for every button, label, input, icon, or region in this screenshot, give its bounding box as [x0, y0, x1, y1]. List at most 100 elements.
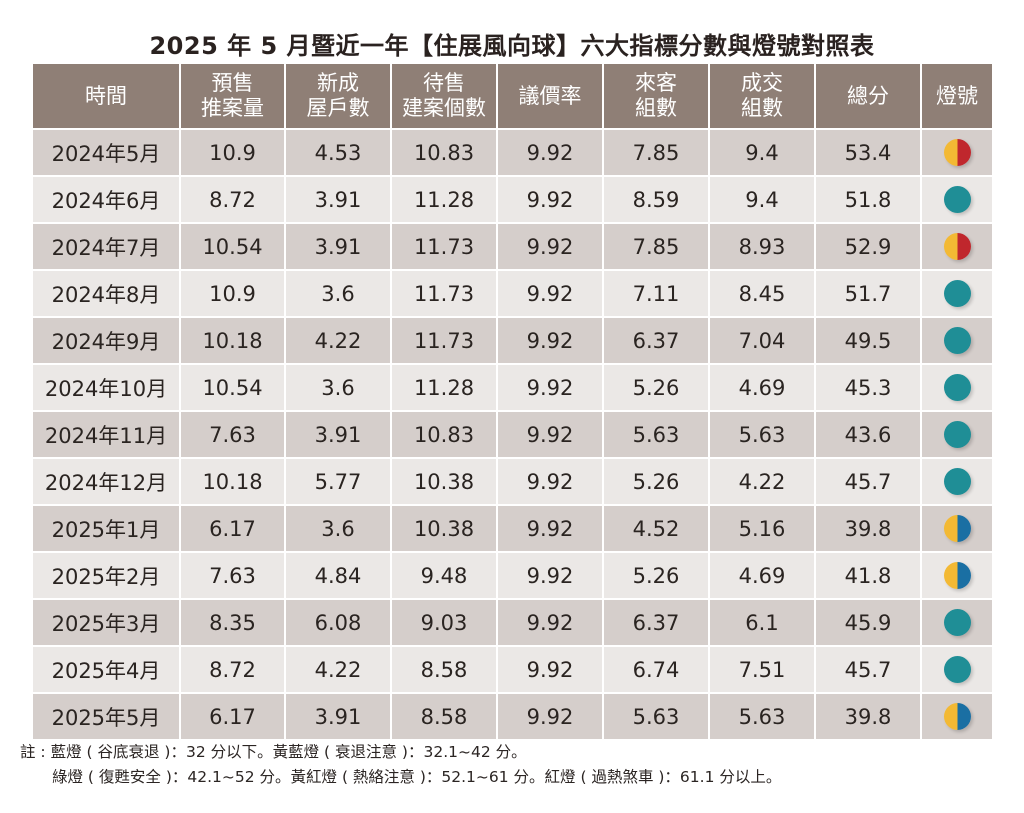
cell-new-homes: 3.91	[286, 694, 390, 739]
cell-presale-volume: 7.63	[181, 412, 284, 457]
cell-total-score: 53.4	[816, 130, 920, 175]
cell-period: 2024年12月	[33, 459, 179, 504]
cell-period: 2025年4月	[33, 647, 179, 692]
table-row: 2024年12月 10.18 5.77 10.38 9.92 5.26 4.22 45.7	[33, 459, 992, 504]
cell-new-homes: 3.6	[286, 365, 390, 410]
cell-deal-groups: 4.69	[710, 553, 814, 598]
cell-bargain-rate: 9.92	[498, 647, 602, 692]
table-row: 2025年4月 8.72 4.22 8.58 9.92 6.74 7.51 45.7	[33, 647, 992, 692]
cell-new-homes: 5.77	[286, 459, 390, 504]
cell-visitor-groups: 7.11	[604, 271, 708, 316]
cell-bargain-rate: 9.92	[498, 600, 602, 645]
header-presale-volume: 預售 推案量	[181, 64, 284, 128]
cell-for-sale-projects: 10.38	[392, 459, 496, 504]
cell-bargain-rate: 9.92	[498, 694, 602, 739]
table-row: 2024年10月 10.54 3.6 11.28 9.92 5.26 4.69 45.3	[33, 365, 992, 410]
header-for-sale-projects: 待售 建案個數	[392, 64, 496, 128]
cell-signal-lamp	[922, 365, 992, 410]
yellow-blue-lamp-icon	[943, 703, 971, 730]
cell-signal-lamp	[922, 459, 992, 504]
cell-total-score: 45.3	[816, 365, 920, 410]
cell-deal-groups: 8.45	[710, 271, 814, 316]
cell-new-homes: 3.91	[286, 224, 390, 269]
note-line-1: 註 : 藍燈 ( 谷底衰退 )：32 分以下。黃藍燈 ( 衰退注意 )：32.1…	[20, 743, 527, 761]
cell-signal-lamp	[922, 506, 992, 551]
cell-for-sale-projects: 8.58	[392, 647, 496, 692]
table-row: 2025年1月 6.17 3.6 10.38 9.92 4.52 5.16 39.8	[33, 506, 992, 551]
header-label-line: 來客	[635, 71, 677, 95]
cell-visitor-groups: 6.74	[604, 647, 708, 692]
cell-period: 2025年2月	[33, 553, 179, 598]
cell-signal-lamp	[922, 130, 992, 175]
cell-for-sale-projects: 9.48	[392, 553, 496, 598]
cell-deal-groups: 8.93	[710, 224, 814, 269]
cell-for-sale-projects: 11.73	[392, 271, 496, 316]
cell-total-score: 51.8	[816, 177, 920, 222]
cell-total-score: 52.9	[816, 224, 920, 269]
header-visitor-groups: 來客 組數	[604, 64, 708, 128]
cell-deal-groups: 9.4	[710, 130, 814, 175]
cell-signal-lamp	[922, 271, 992, 316]
cell-signal-lamp	[922, 412, 992, 457]
green-lamp-icon	[943, 280, 971, 307]
table-body: 2024年5月 10.9 4.53 10.83 9.92 7.85 9.4 53.4 2024年…	[33, 130, 992, 739]
cell-visitor-groups: 4.52	[604, 506, 708, 551]
cell-visitor-groups: 6.37	[604, 600, 708, 645]
table-row: 2024年6月 8.72 3.91 11.28 9.92 8.59 9.4 51.8	[33, 177, 992, 222]
cell-deal-groups: 5.63	[710, 694, 814, 739]
cell-period: 2024年8月	[33, 271, 179, 316]
cell-presale-volume: 10.9	[181, 130, 284, 175]
cell-visitor-groups: 5.26	[604, 553, 708, 598]
green-lamp-icon	[943, 186, 971, 213]
header-label-line: 屋戶數	[306, 96, 370, 120]
cell-deal-groups: 5.63	[710, 412, 814, 457]
note-line-2: 綠燈 ( 復甦安全 )：42.1~52 分。黃紅燈 ( 熱絡注意 )：52.1~…	[52, 768, 782, 786]
header-label-line: 預售	[211, 71, 254, 95]
cell-bargain-rate: 9.92	[498, 365, 602, 410]
table-row: 2024年11月 7.63 3.91 10.83 9.92 5.63 5.63 43.6	[33, 412, 992, 457]
green-lamp-icon	[943, 421, 971, 448]
cell-for-sale-projects: 11.28	[392, 365, 496, 410]
cell-for-sale-projects: 11.73	[392, 224, 496, 269]
header-new-homes: 新成 屋戶數	[286, 64, 390, 128]
header-label-line: 組數	[635, 96, 677, 120]
cell-bargain-rate: 9.92	[498, 177, 602, 222]
cell-visitor-groups: 7.85	[604, 130, 708, 175]
cell-new-homes: 3.91	[286, 412, 390, 457]
table-row: 2025年5月 6.17 3.91 8.58 9.92 5.63 5.63 39.8	[33, 694, 992, 739]
table-row: 2025年2月 7.63 4.84 9.48 9.92 5.26 4.69 41.8	[33, 553, 992, 598]
header-label-line: 待售	[423, 71, 465, 95]
cell-total-score: 49.5	[816, 318, 920, 363]
cell-visitor-groups: 5.26	[604, 459, 708, 504]
cell-total-score: 43.6	[816, 412, 920, 457]
cell-visitor-groups: 5.26	[604, 365, 708, 410]
header-label-line: 組數	[741, 96, 783, 120]
green-lamp-icon	[943, 656, 971, 683]
cell-presale-volume: 10.54	[181, 224, 284, 269]
green-lamp-icon	[943, 609, 971, 636]
cell-new-homes: 3.6	[286, 271, 390, 316]
cell-presale-volume: 8.72	[181, 647, 284, 692]
cell-period: 2024年6月	[33, 177, 179, 222]
cell-deal-groups: 6.1	[710, 600, 814, 645]
cell-total-score: 39.8	[816, 694, 920, 739]
cell-signal-lamp	[922, 224, 992, 269]
cell-period: 2025年3月	[33, 600, 179, 645]
header-signal-lamp: 燈號	[922, 64, 992, 128]
yellow-red-lamp-icon	[943, 233, 971, 260]
green-lamp-icon	[943, 468, 971, 495]
cell-for-sale-projects: 11.28	[392, 177, 496, 222]
cell-signal-lamp	[922, 694, 992, 739]
header-label-line: 成交	[741, 71, 783, 95]
cell-signal-lamp	[922, 600, 992, 645]
cell-bargain-rate: 9.92	[498, 553, 602, 598]
cell-total-score: 45.7	[816, 647, 920, 692]
header-label-line: 建案個數	[402, 96, 486, 120]
cell-for-sale-projects: 9.03	[392, 600, 496, 645]
cell-new-homes: 4.53	[286, 130, 390, 175]
header-label-line: 時間	[85, 83, 127, 108]
cell-bargain-rate: 9.92	[498, 459, 602, 504]
cell-presale-volume: 6.17	[181, 694, 284, 739]
cell-deal-groups: 4.22	[710, 459, 814, 504]
yellow-blue-lamp-icon	[943, 515, 971, 542]
